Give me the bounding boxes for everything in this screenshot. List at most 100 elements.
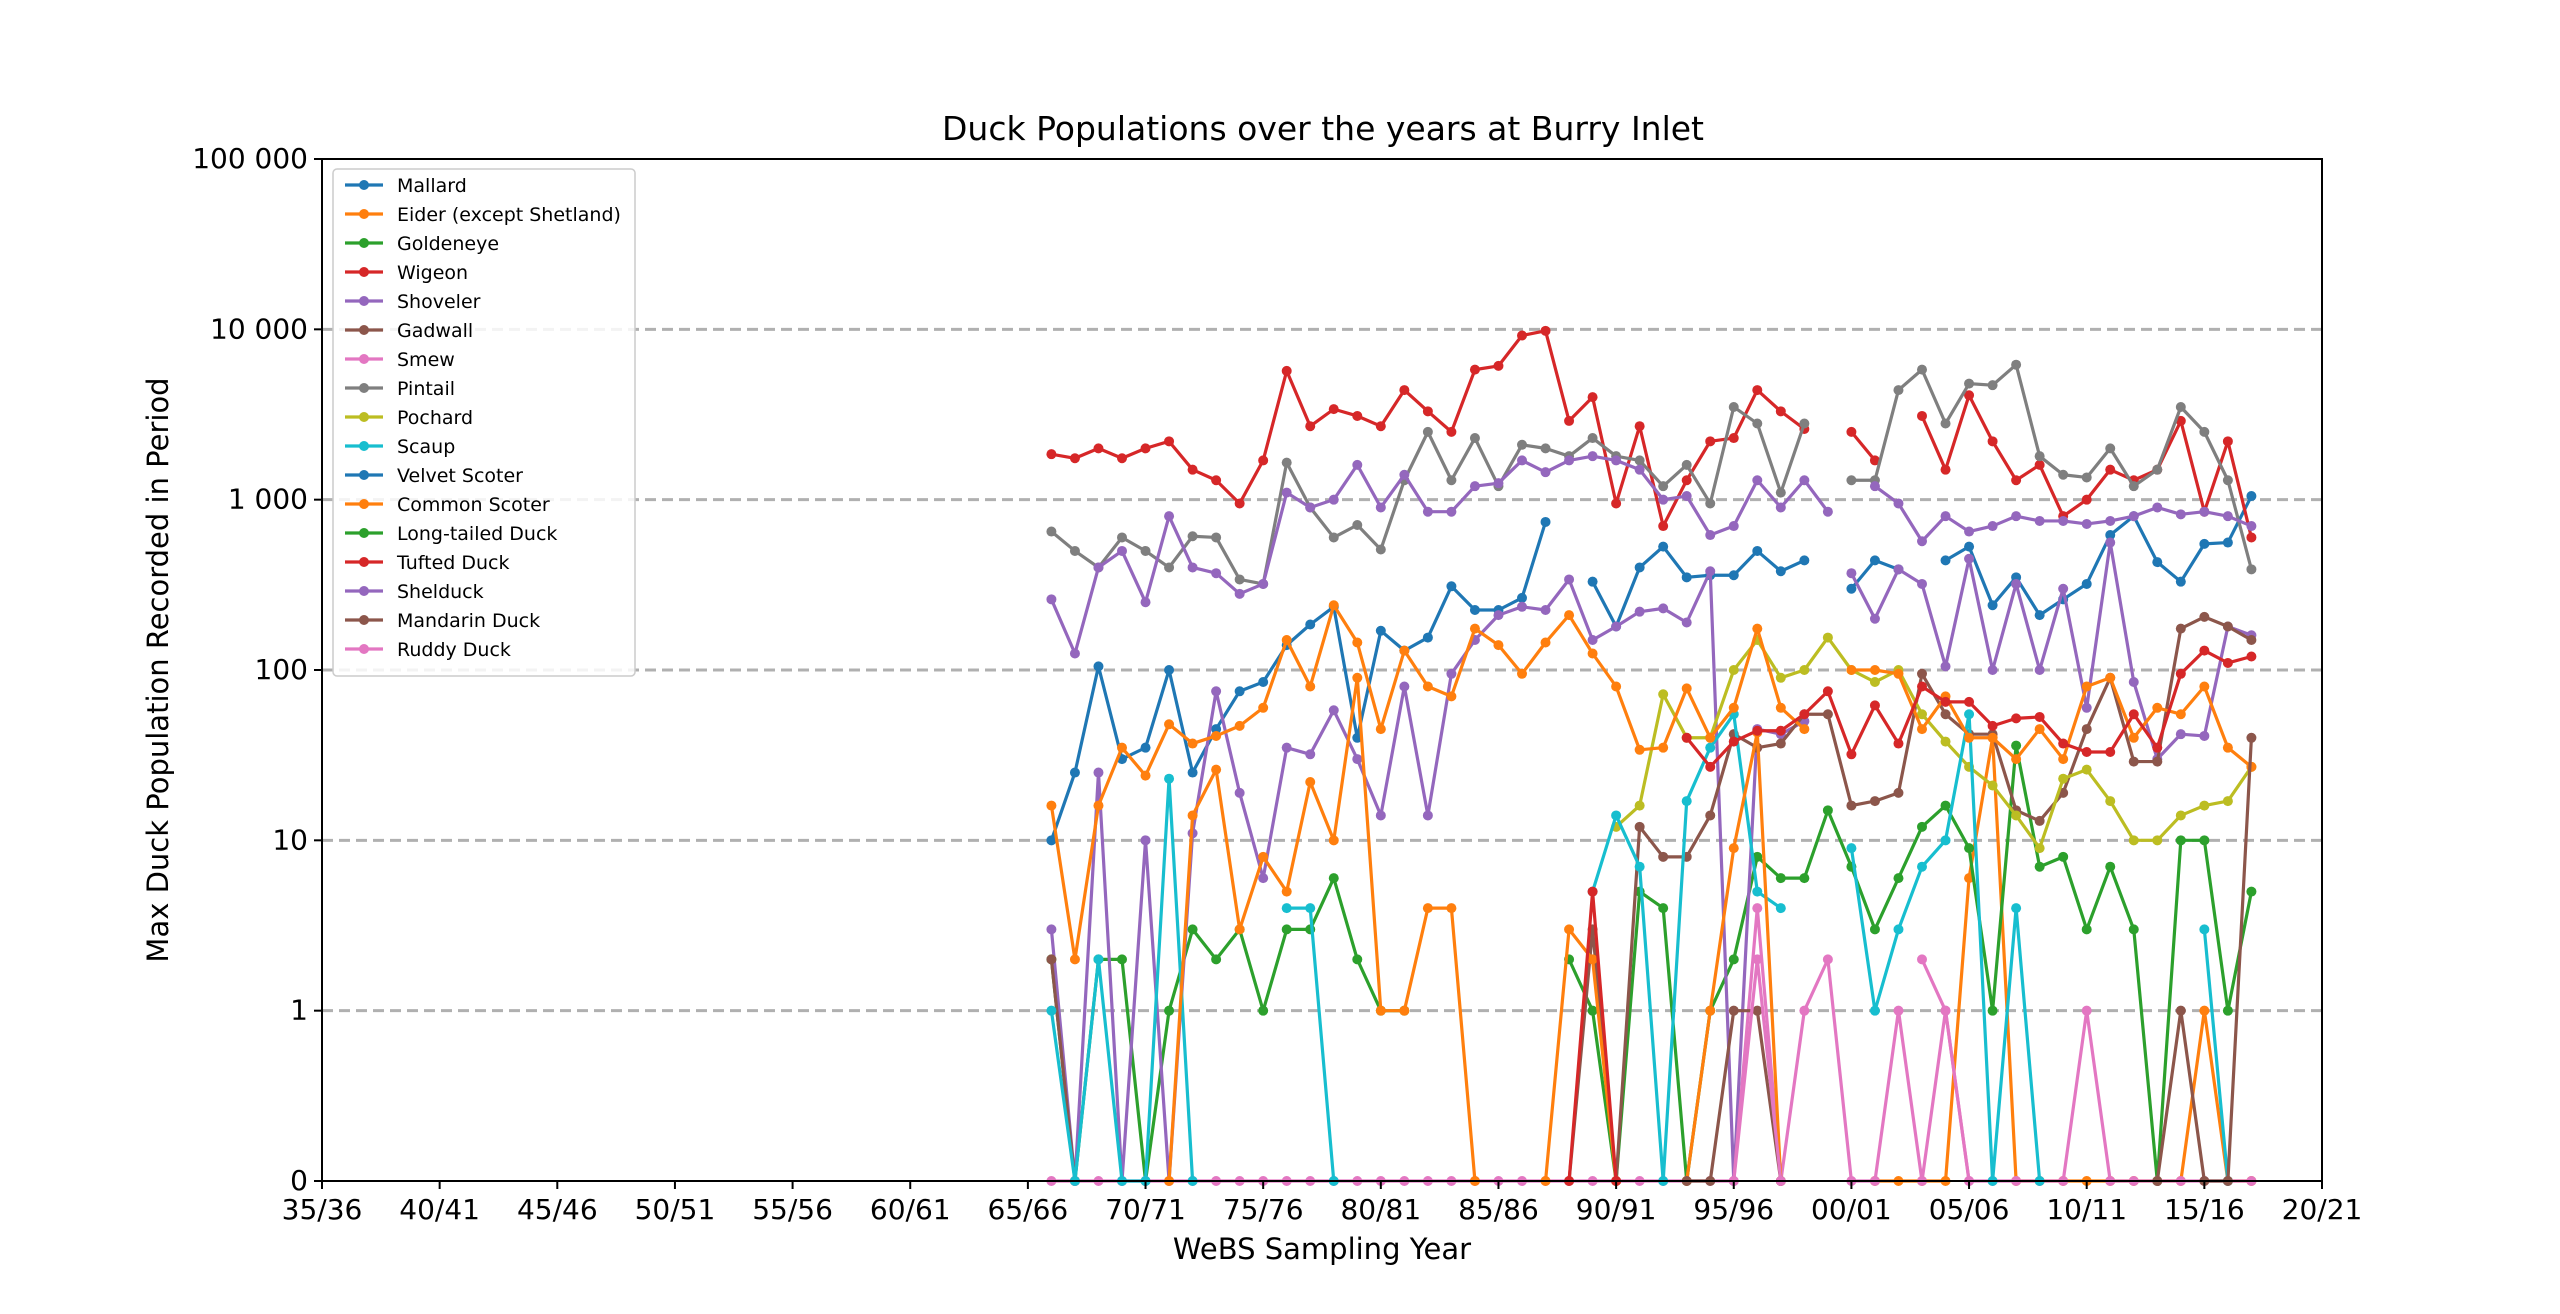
data-point — [1093, 661, 1104, 672]
series-line — [1615, 635, 2253, 850]
data-point — [2222, 796, 2233, 807]
data-point — [1917, 668, 1927, 679]
data-point — [1422, 681, 1433, 692]
series-line — [1850, 430, 1877, 462]
data-point — [2222, 1005, 2233, 1016]
legend-label: Pintail — [397, 378, 455, 400]
data-point — [1869, 613, 1880, 624]
data-point — [1681, 491, 1692, 502]
data-point — [1540, 637, 1551, 648]
data-point — [1799, 724, 1810, 735]
legend-swatch-marker — [359, 557, 369, 567]
data-point — [1469, 481, 1480, 492]
data-point — [1752, 545, 1763, 556]
data-point — [1987, 665, 1998, 675]
data-point — [1681, 617, 1692, 628]
data-point — [1117, 954, 1127, 965]
data-point — [2152, 835, 2163, 846]
data-point — [1305, 502, 1316, 513]
data-point — [1564, 455, 1575, 466]
data-point — [1799, 418, 1810, 429]
data-point — [1258, 873, 1269, 884]
data-point — [1964, 526, 1975, 537]
data-point — [1611, 498, 1622, 509]
legend-label: Mallard — [397, 175, 467, 197]
data-point — [1211, 724, 1222, 735]
data-point — [2175, 1005, 2186, 1016]
data-point — [1940, 709, 1951, 720]
data-point — [1399, 645, 1410, 656]
data-point — [1352, 410, 1363, 421]
legend-label: Shoveler — [397, 291, 481, 313]
data-point — [1258, 1005, 1269, 1016]
data-point — [1305, 681, 1316, 692]
data-point — [1117, 532, 1127, 543]
legend-item: Gadwall — [345, 320, 473, 342]
data-point — [1987, 600, 1998, 611]
data-point — [1328, 532, 1339, 543]
data-point — [1822, 709, 1833, 720]
x-tick-label: 45/46 — [517, 1193, 598, 1226]
legend-swatch-marker — [359, 354, 369, 364]
data-point — [1093, 767, 1104, 778]
data-point — [1258, 677, 1269, 688]
legend-swatch-marker — [359, 499, 369, 509]
data-point — [1893, 668, 1904, 679]
data-point — [1893, 787, 1904, 798]
data-point — [1775, 702, 1786, 713]
data-point — [1328, 873, 1339, 884]
data-point — [1211, 954, 1222, 965]
data-point — [1446, 581, 1457, 592]
data-point — [1799, 665, 1810, 675]
data-point — [1046, 800, 1057, 811]
data-point — [2175, 623, 2186, 634]
data-point — [1893, 924, 1904, 935]
data-point — [1493, 360, 1504, 371]
data-point — [2175, 810, 2186, 821]
y-tick-label: 10 — [272, 823, 308, 856]
data-point — [2105, 861, 2116, 872]
data-point — [1658, 742, 1669, 753]
data-point — [1234, 787, 1245, 798]
legend-item: Shoveler — [345, 291, 481, 313]
data-point — [1705, 742, 1716, 753]
legend-item: Common Scoter — [345, 494, 550, 516]
series-shelduck — [1046, 451, 2257, 659]
data-point — [1587, 392, 1598, 403]
data-point — [2105, 537, 2116, 548]
legend-item: Eider (except Shetland) — [345, 204, 621, 226]
data-point — [1681, 572, 1692, 583]
data-point — [1046, 526, 1057, 537]
x-axis-label: WeBS Sampling Year — [1173, 1232, 1471, 1266]
data-point — [1869, 455, 1880, 466]
data-point — [1869, 677, 1880, 688]
data-point — [2128, 677, 2139, 688]
legend-swatch-marker — [359, 586, 369, 596]
data-point — [2222, 475, 2233, 486]
data-point — [2128, 709, 2139, 720]
data-point — [1658, 603, 1669, 614]
data-point — [1187, 562, 1198, 573]
data-point — [1305, 421, 1316, 432]
data-point — [1093, 443, 1104, 454]
data-point — [2058, 773, 2069, 784]
data-point — [1540, 467, 1551, 478]
data-point — [2081, 702, 2092, 713]
data-point — [2175, 401, 2186, 412]
data-point — [2058, 851, 2069, 862]
data-point — [2175, 576, 2186, 587]
data-point — [1869, 481, 1880, 492]
data-point — [1869, 1005, 1880, 1016]
data-point — [2128, 756, 2139, 767]
data-point — [2058, 515, 2069, 526]
data-point — [1917, 536, 1927, 547]
series-tufted-duck — [1564, 645, 2257, 1186]
data-point — [1164, 511, 1175, 522]
data-point — [2199, 1005, 2210, 1016]
legend-label: Velvet Scoter — [397, 465, 523, 487]
data-point — [1046, 954, 1057, 965]
data-point — [1658, 521, 1669, 532]
data-point — [1117, 545, 1127, 556]
legend-item: Shelduck — [345, 581, 484, 603]
data-point — [1917, 724, 1927, 735]
